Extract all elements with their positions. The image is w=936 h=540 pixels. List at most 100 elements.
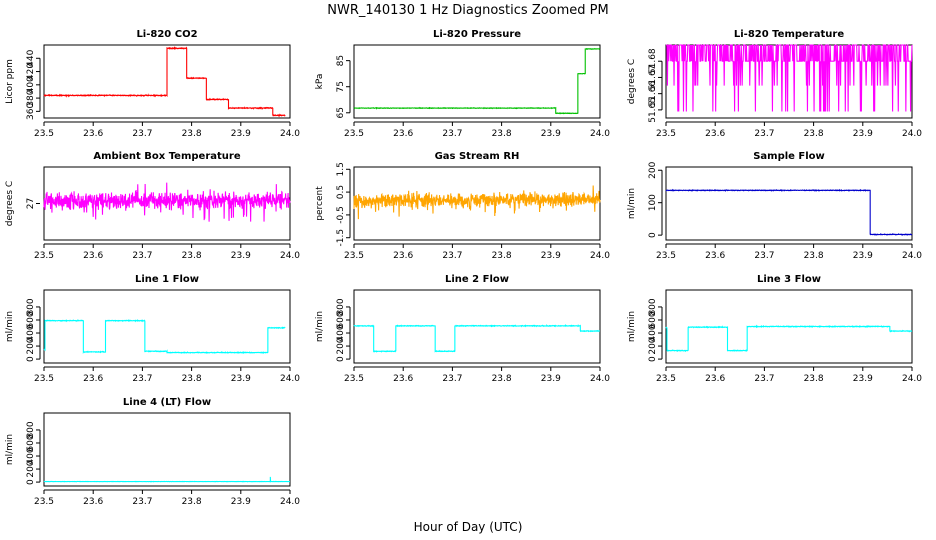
y-tick-label: 51.68 (648, 48, 658, 74)
x-tick-label: 23.9 (541, 374, 561, 384)
y-axis-label: ml/min (5, 434, 15, 465)
x-tick-label: 23.7 (442, 374, 462, 384)
y-tick-label: 400 (26, 324, 36, 341)
x-tick-label: 23.6 (83, 497, 103, 507)
panel-title: Li-820 Pressure (433, 29, 521, 40)
y-tick-label: 27 (26, 198, 36, 209)
y-tick-label: 800 (26, 421, 36, 438)
series-line (666, 44, 913, 112)
y-tick-label: 0 (336, 356, 346, 362)
x-tick-label: 24.0 (280, 129, 300, 139)
panel-6: Sample Flow 23.5 23.6 23.7 23.8 23.9 24.0 0 100 2… (627, 151, 922, 261)
x-tick-label: 23.8 (804, 251, 824, 261)
x-tick-label: 24.0 (590, 251, 610, 261)
plot-frame (665, 166, 913, 241)
x-tick-label: 23.9 (853, 374, 873, 384)
panel-4: Ambient Box Temperature 23.5 23.6 23.7 23.8 2… (5, 151, 300, 261)
y-tick-label: 400 (336, 324, 346, 341)
y-tick-label: 0 (648, 232, 658, 238)
y-tick-label: 200 (26, 337, 36, 354)
plot-frame (353, 44, 601, 119)
y-tick-label: 85 (336, 55, 346, 66)
y-tick-label: 600 (26, 434, 36, 451)
figure-xlabel: Hour of Day (UTC) (414, 520, 523, 534)
x-tick-label: 23.8 (182, 497, 202, 507)
x-tick-label: 23.8 (804, 374, 824, 384)
x-tick-label: 23.6 (705, 251, 725, 261)
panel-title: Ambient Box Temperature (93, 151, 240, 162)
y-tick-label: 420 (26, 63, 36, 80)
y-tick-label: -1.5 (336, 229, 346, 247)
y-tick-label: 600 (336, 311, 346, 328)
x-tick-label: 23.8 (492, 129, 512, 139)
series-line (43, 182, 291, 222)
y-tick-label: 800 (336, 298, 346, 315)
panel-2: Li-820 Pressure 23.5 23.6 23.7 23.8 23.9 24.0 6… (315, 29, 610, 139)
x-tick-label: 24.0 (280, 251, 300, 261)
y-axis-label: ml/min (5, 311, 15, 342)
plot-frame (353, 289, 601, 364)
x-tick-label: 23.8 (492, 374, 512, 384)
y-tick-label: 360 (26, 103, 36, 120)
x-tick-label: 24.0 (902, 129, 922, 139)
panel-title: Line 2 Flow (445, 274, 509, 285)
y-axis-label: ml/min (627, 188, 637, 219)
series-line (353, 324, 600, 353)
y-tick-label: -0.5 (336, 206, 346, 224)
y-tick-label: 380 (26, 89, 36, 106)
x-tick-label: 23.6 (705, 129, 725, 139)
x-tick-label: 23.5 (656, 374, 676, 384)
x-tick-label: 23.5 (34, 374, 54, 384)
x-tick-label: 23.5 (34, 251, 54, 261)
x-tick-label: 23.7 (442, 129, 462, 139)
panel-title: Li-820 Temperature (734, 29, 844, 40)
x-tick-label: 23.6 (393, 251, 413, 261)
x-tick-label: 23.9 (853, 251, 873, 261)
y-tick-label: 200 (26, 460, 36, 477)
x-tick-label: 23.5 (656, 251, 676, 261)
y-tick-label: 65 (336, 107, 346, 118)
y-tick-label: 0 (26, 356, 36, 362)
x-tick-label: 23.7 (132, 374, 152, 384)
y-axis-label: degrees C (627, 59, 637, 104)
panel-8: Line 2 Flow 23.5 23.6 23.7 23.8 23.9 24.0 0 2004… (315, 274, 610, 384)
y-tick-label: 51.66 (648, 81, 658, 107)
panel-title: Line 4 (LT) Flow (123, 397, 211, 408)
y-tick-label: 400 (26, 76, 36, 93)
x-tick-label: 23.7 (442, 251, 462, 261)
panel-title: Line 1 Flow (135, 274, 199, 285)
x-tick-label: 24.0 (590, 129, 610, 139)
x-tick-label: 23.8 (182, 374, 202, 384)
y-tick-label: 0.5 (336, 185, 346, 199)
y-tick-label: 440 (26, 49, 36, 66)
y-tick-label: 200 (648, 161, 658, 178)
series-line (43, 318, 286, 354)
panel-title: Sample Flow (753, 151, 825, 162)
x-tick-label: 23.5 (344, 129, 364, 139)
y-tick-label: 100 (648, 194, 658, 211)
plot-frame (43, 412, 291, 487)
x-tick-label: 24.0 (280, 374, 300, 384)
x-tick-label: 23.9 (231, 497, 251, 507)
y-tick-label: 1.5 (336, 162, 346, 176)
x-tick-label: 23.6 (393, 374, 413, 384)
series-line (353, 185, 601, 220)
panel-title: Gas Stream RH (435, 151, 520, 162)
x-tick-label: 23.7 (754, 251, 774, 261)
y-tick-label: 800 (26, 298, 36, 315)
x-tick-label: 23.9 (231, 129, 251, 139)
plot-frame (43, 44, 291, 119)
x-tick-label: 23.8 (182, 251, 202, 261)
y-axis-label: Licor ppm (5, 59, 15, 104)
plot-frame (665, 289, 913, 364)
x-tick-label: 23.5 (344, 374, 364, 384)
panel-5: Gas Stream RH 23.5 23.6 23.7 23.8 23.9 24.0 -1.… (315, 151, 610, 261)
panel-title: Li-820 CO2 (136, 29, 197, 40)
y-tick-label: 600 (26, 311, 36, 328)
series-line (43, 476, 291, 483)
panel-7: Line 1 Flow 23.5 23.6 23.7 23.8 23.9 24.0 0 2004… (5, 274, 300, 384)
series-line (353, 47, 601, 115)
y-tick-label: 600 (648, 311, 658, 328)
plot-frame (43, 289, 291, 364)
